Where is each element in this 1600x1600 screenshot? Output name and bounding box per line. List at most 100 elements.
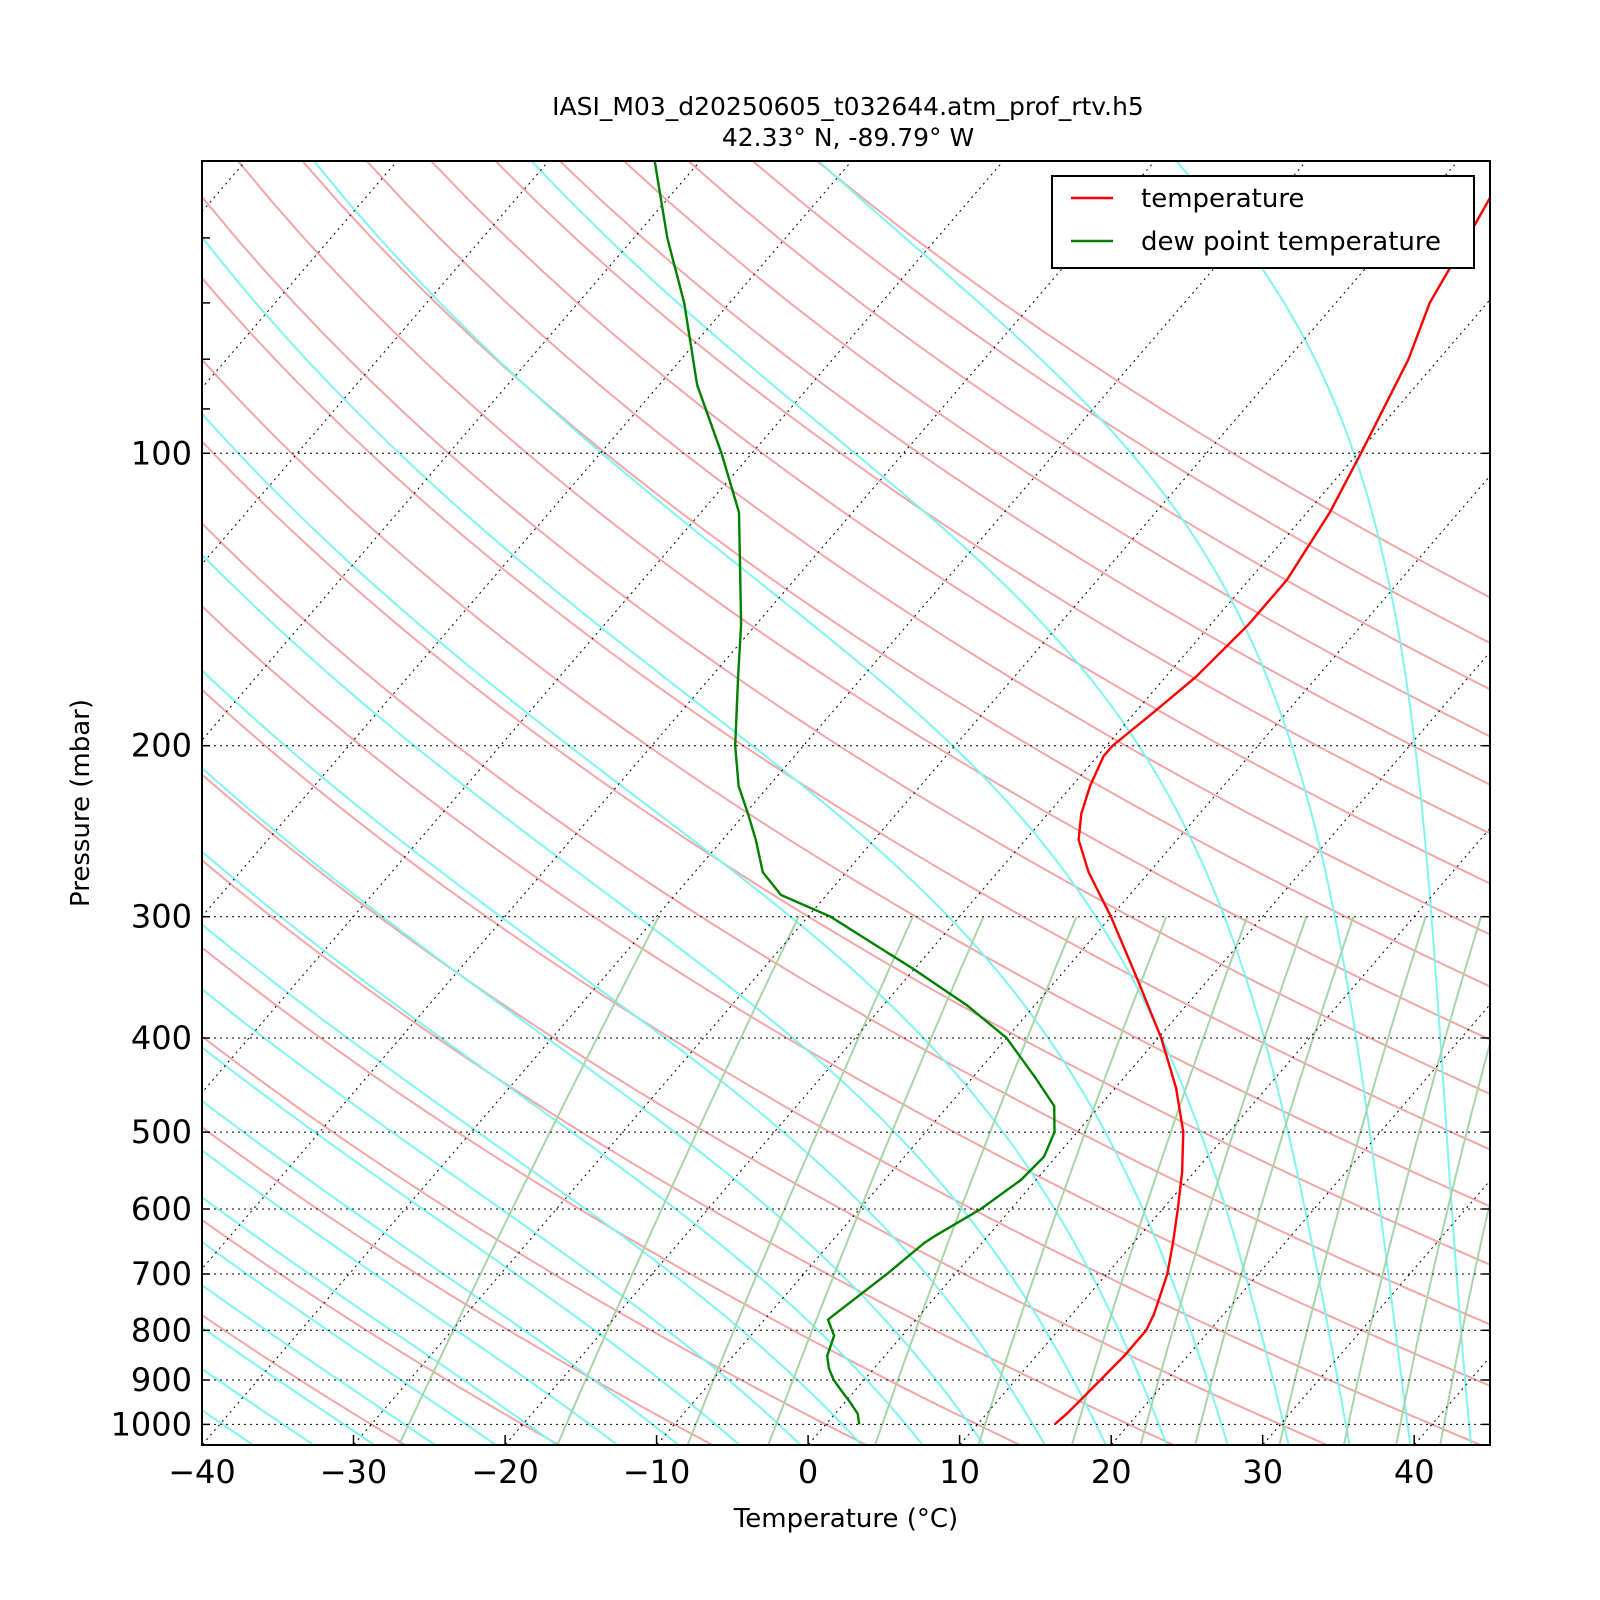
- mixing-ratio-line: [556, 916, 800, 1445]
- isotherm: [202, 161, 550, 565]
- isotherm: [202, 161, 853, 918]
- x-tick-label: −10: [623, 1453, 691, 1491]
- mixing-ratio-line: [1278, 916, 1427, 1445]
- isotherm: [202, 161, 1004, 1094]
- y-tick-label: 900: [131, 1361, 192, 1399]
- dry-adiabat: [301, 161, 1490, 988]
- moist-adiabat: [202, 1046, 742, 1445]
- legend-label-temperature: temperature: [1141, 184, 1304, 214]
- isotherm: [807, 651, 1490, 1445]
- mixing-ratio-line: [767, 916, 985, 1445]
- moist-adiabat: [202, 766, 986, 1445]
- isotherm: [1262, 1179, 1490, 1445]
- moist-adiabat: [1174, 161, 1473, 1445]
- isotherm: [202, 161, 247, 213]
- mixing-ratio-line: [1194, 916, 1355, 1445]
- x-axis-ticks: −40 −30 −20 −10 0 10 20 30 40: [168, 1435, 1435, 1491]
- legend-box: [1051, 175, 1475, 269]
- isotherm: [202, 161, 1307, 1445]
- moist-adiabat: [202, 1409, 256, 1445]
- y-tick-label: 800: [131, 1311, 192, 1349]
- mixing-ratio-line: [1439, 1198, 1490, 1445]
- moist-adiabat: [202, 850, 924, 1445]
- mixing-ratio-line: [1342, 916, 1482, 1445]
- mixing-ratio-lines: [397, 916, 1490, 1445]
- x-tick-label: −30: [320, 1453, 388, 1491]
- dry-adiabat: [236, 161, 1490, 1041]
- mixing-ratio-line: [873, 916, 1078, 1445]
- dry-adiabat: [365, 161, 1490, 936]
- dry-adiabat: [202, 858, 1177, 1445]
- chart-subtitle: 42.33° N, -89.79° W: [722, 123, 974, 152]
- chart-title: IASI_M03_d20250605_t032644.atm_prof_rtv.…: [552, 92, 1144, 121]
- dry-adiabat: [202, 604, 1490, 1387]
- moist-adiabat: [202, 235, 1229, 1445]
- background-lines: [202, 117, 1600, 1449]
- isotherm: [504, 298, 1490, 1445]
- y-tick-label: 600: [131, 1190, 192, 1228]
- dry-adiabat: [815, 161, 1490, 599]
- isotherm: [1110, 1003, 1490, 1445]
- dry-adiabat: [202, 1125, 715, 1445]
- dry-adiabat: [202, 358, 1490, 1208]
- isotherm: [202, 161, 701, 741]
- moist-adiabat: [202, 1284, 437, 1445]
- y-tick-label: 1000: [111, 1405, 192, 1443]
- dry-adiabat: [202, 1035, 869, 1445]
- dry-adiabat: [558, 161, 1490, 786]
- temperature-line: [1053, 195, 1490, 1426]
- moist-adiabat: [202, 669, 1046, 1445]
- isotherm: [1562, 117, 1600, 1449]
- y-tick-label: 700: [131, 1255, 192, 1293]
- dry-adiabat: [202, 1218, 562, 1445]
- moist-adiabat: [202, 1367, 316, 1445]
- x-tick-label: −20: [471, 1453, 539, 1491]
- isotherm: [352, 161, 1459, 1445]
- x-tick-label: 40: [1394, 1453, 1435, 1491]
- isotherms: [202, 117, 1600, 1449]
- dry-adiabat: [202, 1313, 408, 1445]
- dry-adiabat: [494, 161, 1490, 835]
- isotherm: [1413, 1356, 1490, 1445]
- y-tick-label: 500: [131, 1113, 192, 1151]
- mixing-ratio-line: [977, 916, 1168, 1445]
- mixing-ratio-line: [686, 916, 914, 1445]
- x-tick-label: 10: [939, 1453, 980, 1491]
- legend: temperature dew point temperature: [1051, 175, 1475, 269]
- moist-adiabat: [202, 1326, 377, 1445]
- mixing-ratio-line: [1139, 916, 1308, 1445]
- moist-adiabat: [202, 1196, 559, 1445]
- moist-adiabat: [202, 1149, 620, 1445]
- isotherm: [202, 161, 398, 389]
- x-tick-label: 30: [1242, 1453, 1283, 1491]
- x-axis-label: Temperature (°C): [733, 1504, 958, 1534]
- moist-adiabat: [817, 161, 1412, 1445]
- profile-lines: [653, 161, 1490, 1426]
- moist-adiabat: [202, 923, 863, 1445]
- dry-adiabat: [202, 195, 1490, 1095]
- dew-point-line: [653, 161, 1056, 1425]
- plot-frame: [201, 160, 1491, 1446]
- x-tick-label: 0: [798, 1453, 818, 1491]
- y-axis-label: Pressure (mbar): [66, 699, 96, 907]
- legend-label-dew-point: dew point temperature: [1141, 227, 1441, 257]
- moist-adiabat: [202, 412, 1168, 1445]
- dry-adiabat: [202, 439, 1490, 1266]
- moist-adiabat: [202, 1240, 498, 1445]
- isobars: [202, 452, 1490, 1425]
- isotherm: [655, 475, 1490, 1445]
- dry-adiabat: [202, 276, 1490, 1151]
- x-tick-label: −40: [168, 1453, 236, 1491]
- moist-adiabat: [202, 987, 803, 1445]
- y-axis-ticks: 100 200 300 400 500 600 700 800 900 1000: [111, 160, 1490, 1443]
- mixing-ratio-line: [1395, 1039, 1490, 1445]
- x-tick-label: 20: [1091, 1453, 1132, 1491]
- moist-adiabat: [202, 553, 1107, 1445]
- dry-adiabat: [622, 161, 1490, 738]
- y-tick-label: 400: [131, 1019, 192, 1057]
- dry-adiabat: [202, 688, 1484, 1445]
- dry-adiabat: [202, 946, 1023, 1445]
- dry-adiabat: [751, 161, 1490, 645]
- dry-adiabat: [202, 522, 1490, 1326]
